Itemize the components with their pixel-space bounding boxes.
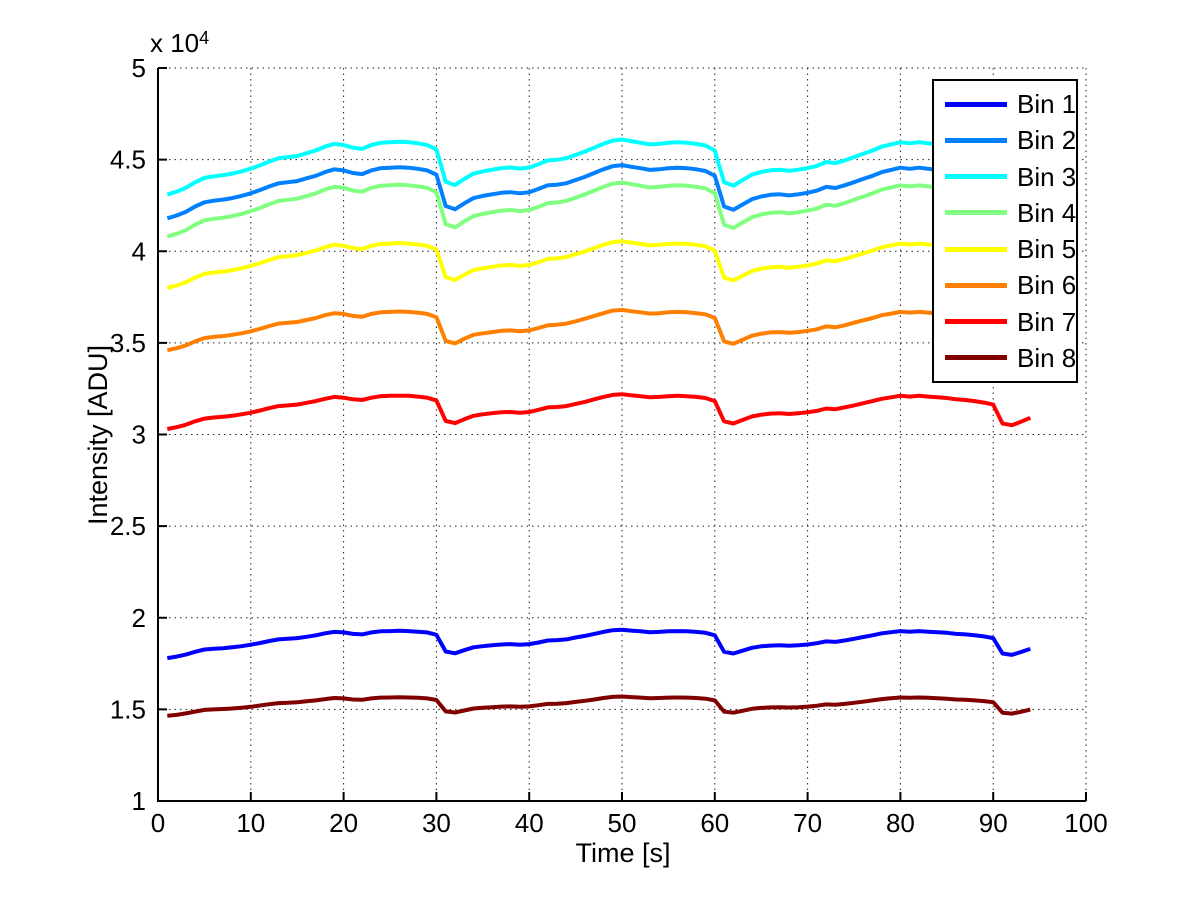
y-tick-label: 1.5 [110, 694, 146, 724]
legend-line-sample [945, 319, 1007, 325]
legend-line-sample [945, 210, 1007, 216]
x-tick-label: 20 [329, 808, 358, 838]
series-line-bin-7 [166, 392, 1032, 431]
legend-item-label: Bin 3 [1017, 161, 1077, 192]
x-tick-label: 40 [515, 808, 544, 838]
legend-item-label: Bin 1 [1017, 89, 1077, 120]
legend-item: Bin 2 [945, 127, 1076, 153]
y-tick-label: 5 [132, 53, 146, 83]
legend-item: Bin 6 [945, 272, 1076, 298]
legend-line-sample [945, 282, 1007, 288]
y-tick-label: 2.5 [110, 511, 146, 541]
x-tick-label: 30 [422, 808, 451, 838]
y-axis-multiplier-base: x 10 [150, 28, 200, 58]
y-tick-label: 4.5 [110, 145, 146, 175]
series-line-bin-3 [166, 137, 1032, 197]
legend-item: Bin 1 [945, 91, 1076, 117]
y-tick-label: 3 [132, 420, 146, 450]
legend-item: Bin 3 [945, 164, 1076, 190]
legend-line-sample [945, 246, 1007, 252]
y-tick-label: 3.5 [110, 328, 146, 358]
legend-item-label: Bin 7 [1017, 306, 1077, 337]
y-axis-multiplier-exponent: 4 [199, 28, 210, 48]
legend-item-label: Bin 4 [1017, 197, 1077, 228]
legend-line-sample [945, 355, 1007, 361]
x-tick-label: 90 [979, 808, 1008, 838]
legend-item-label: Bin 6 [1017, 270, 1077, 301]
y-tick-label: 2 [132, 603, 146, 633]
y-tick-label: 1 [132, 786, 146, 816]
legend-item: Bin 4 [945, 200, 1076, 226]
legend-line-sample [945, 101, 1007, 107]
legend-item-label: Bin 8 [1017, 342, 1077, 373]
x-tick-label: 70 [793, 808, 822, 838]
legend-item: Bin 5 [945, 236, 1076, 262]
legend-item-label: Bin 2 [1017, 125, 1077, 156]
y-tick-label: 4 [132, 236, 146, 266]
x-axis-label: Time [s] [575, 838, 671, 868]
legend-item: Bin 7 [945, 309, 1076, 335]
legend-item-label: Bin 5 [1017, 234, 1077, 265]
series-line-bin-2 [166, 163, 1032, 221]
x-tick-label: 0 [151, 808, 165, 838]
legend-line-sample [945, 174, 1007, 180]
series-line-bin-6 [166, 307, 1032, 353]
x-tick-label: 50 [608, 808, 637, 838]
y-axis-label: Intensity [ADU] [83, 344, 113, 526]
legend-line-sample [945, 137, 1007, 143]
x-tick-label: 80 [886, 808, 915, 838]
x-tick-label: 100 [1064, 808, 1107, 838]
x-tick-label: 10 [236, 808, 265, 838]
series-line-bin-4 [166, 180, 1032, 239]
series-line-bin-1 [166, 627, 1031, 661]
series-line-bin-5 [166, 239, 1032, 290]
series-line-bin-8 [167, 694, 1031, 718]
legend: Bin 1 Bin 2 Bin 3 Bin 4 Bin 5 Bin 6 Bin 7 Bin 8 [932, 79, 1078, 383]
legend-item: Bin 8 [945, 345, 1076, 371]
x-tick-label: 60 [700, 808, 729, 838]
y-axis-multiplier: x 104 [150, 28, 209, 59]
